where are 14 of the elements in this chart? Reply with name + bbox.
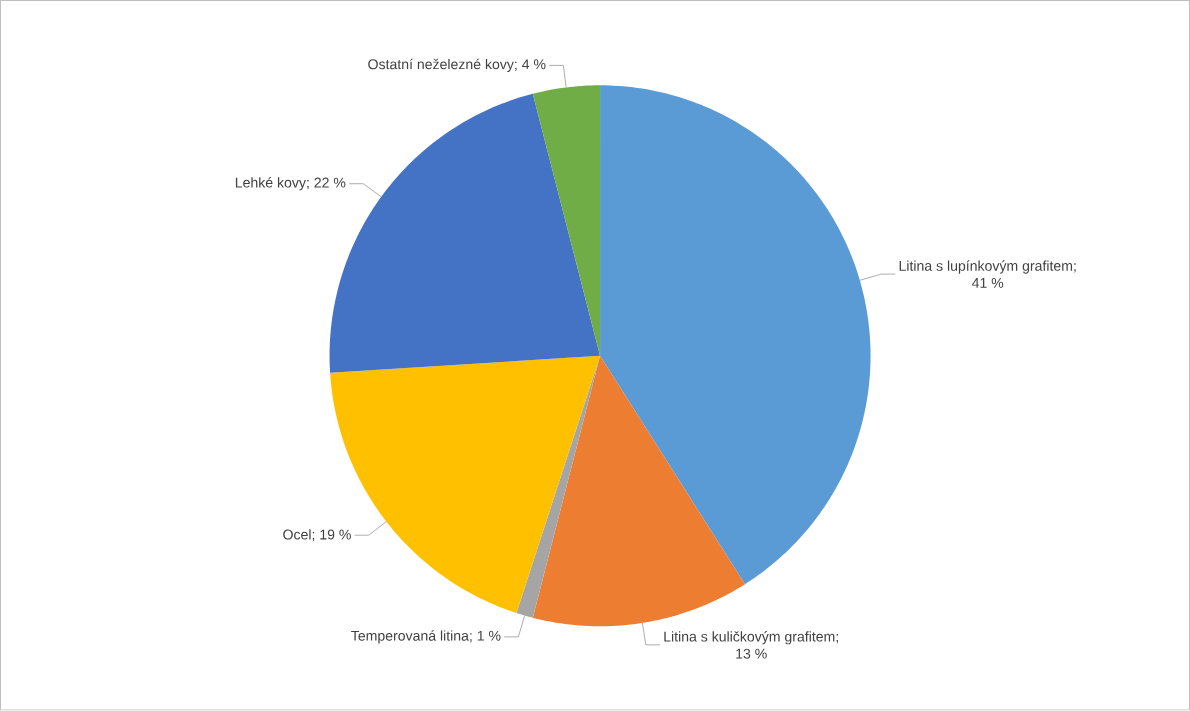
data-label: ; 1 % (470, 631, 501, 643)
slice-label: Temperovaná litina (351, 630, 469, 644)
text: 41 % (971, 278, 1004, 289)
slice-label: Ocel (283, 529, 311, 540)
data-label: ; 4 % (515, 59, 546, 72)
slice-label: Litina s lupínkovým grafitem (899, 260, 1073, 274)
slice-label: Ostatní neželezné kovy (368, 58, 514, 73)
slice-label: Lehké kovy (235, 177, 306, 191)
text: ; (836, 634, 838, 644)
text: 13 % (736, 648, 767, 659)
data-label: ; 19 % (312, 529, 351, 542)
slice-label: Litina s kuličkovým grafitem (664, 631, 835, 645)
data-label: ; 22 % (307, 177, 346, 190)
text: ; (1074, 263, 1076, 273)
